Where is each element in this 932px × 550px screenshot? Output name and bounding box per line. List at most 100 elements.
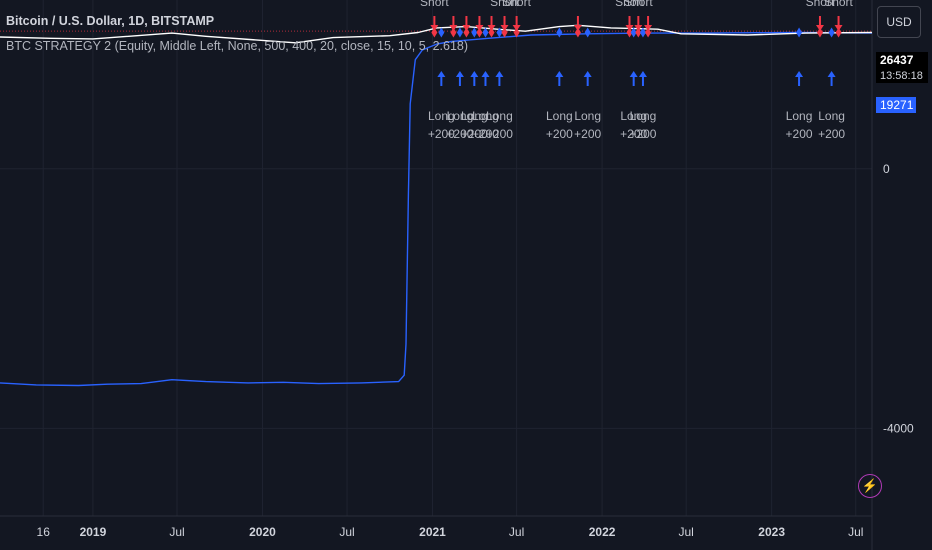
short-label: Short <box>502 0 531 9</box>
short-signal: Short <box>490 0 520 38</box>
x-tick-label: 2022 <box>589 525 616 539</box>
long-marker <box>482 27 489 38</box>
long-label: Long <box>447 109 474 123</box>
short-label: Short <box>615 0 644 9</box>
long-marker <box>496 27 503 38</box>
short-signal <box>449 16 458 38</box>
short-marker <box>488 27 495 38</box>
long-label: Long <box>486 109 513 123</box>
long-label: Long <box>428 109 455 123</box>
short-signal <box>573 16 582 38</box>
short-signal <box>462 16 471 38</box>
long-arrowhead <box>827 71 836 77</box>
x-tick-label: 2020 <box>249 525 276 539</box>
lightning-icon[interactable]: ⚡ <box>858 474 882 498</box>
long-signal: Long +200 <box>786 27 813 141</box>
long-arrowhead <box>795 71 804 77</box>
long-label: Long <box>818 109 845 123</box>
long-arrowhead <box>437 71 446 77</box>
x-tick-label: 16 <box>37 525 51 539</box>
short-marker <box>476 27 483 38</box>
short-signal: Short <box>615 0 644 38</box>
long-marker <box>438 27 445 38</box>
long-signal: Long +200 <box>446 27 474 141</box>
long-arrowhead <box>455 71 464 77</box>
x-tick-label: Jul <box>678 525 693 539</box>
long-marker <box>796 27 803 38</box>
long-arrowhead <box>481 71 490 77</box>
short-signal: Short <box>806 0 835 38</box>
long-label-value: +200 <box>574 127 601 141</box>
short-marker <box>816 27 823 38</box>
long-label: Long <box>620 109 647 123</box>
short-marker <box>450 27 457 38</box>
long-signal: Long +200 <box>629 27 657 141</box>
long-signal: Long +200 <box>461 27 488 141</box>
x-tick-label: Jul <box>339 525 354 539</box>
x-tick-label: 2019 <box>80 525 107 539</box>
short-label: Short <box>806 0 835 9</box>
x-tick-label: Jul <box>169 525 184 539</box>
currency-button[interactable]: USD <box>877 6 921 38</box>
short-label: Short <box>420 0 449 9</box>
long-signal: Long +200 <box>620 27 648 141</box>
short-marker <box>635 27 642 38</box>
long-marker <box>639 27 646 38</box>
long-label-value: +200 <box>472 127 499 141</box>
short-label: Short <box>824 0 853 9</box>
short-marker <box>501 27 508 38</box>
long-arrowhead <box>495 71 504 77</box>
short-label: Short <box>490 0 519 9</box>
long-label: Long <box>786 109 813 123</box>
long-label-value: +200 <box>428 127 455 141</box>
long-marker <box>630 27 637 38</box>
short-signal: Short <box>502 0 532 38</box>
long-label: Long <box>546 109 573 123</box>
long-label-value: +200 <box>620 127 647 141</box>
y-tick-label: 0 <box>883 162 890 176</box>
long-arrowhead <box>638 71 647 77</box>
x-tick-label: Jul <box>848 525 863 539</box>
long-label-value: +200 <box>461 127 488 141</box>
short-signal: Short <box>824 0 854 38</box>
long-label-value: +200 <box>486 127 513 141</box>
long-marker <box>471 27 478 38</box>
bar-countdown-tag: 13:58:18 <box>876 68 928 83</box>
long-signal: Long +200 <box>486 27 513 141</box>
long-arrowhead <box>555 71 564 77</box>
short-marker <box>835 27 842 38</box>
short-marker <box>431 27 438 38</box>
long-label: Long <box>461 109 488 123</box>
long-arrowhead <box>470 71 479 77</box>
long-label: Long <box>574 109 601 123</box>
long-marker <box>556 27 563 38</box>
x-tick-label: Jul <box>509 525 524 539</box>
y-tick-label: -4000 <box>883 421 914 435</box>
long-label-value: +200 <box>786 127 813 141</box>
long-label-value: +200 <box>818 127 845 141</box>
long-label-value: +200 <box>629 127 656 141</box>
long-arrowhead <box>629 71 638 77</box>
long-marker <box>828 27 835 38</box>
symbol-title[interactable]: Bitcoin / U.S. Dollar, 1D, BITSTAMP <box>6 14 215 28</box>
long-signal: Long +200 <box>428 27 455 141</box>
long-label-value: +200 <box>446 127 473 141</box>
long-signal: Long +200 <box>574 27 602 141</box>
long-label: Long <box>630 109 657 123</box>
short-label: Short <box>624 0 653 9</box>
short-marker <box>626 27 633 38</box>
short-marker <box>513 27 520 38</box>
long-signal: Long +200 <box>818 27 845 141</box>
short-signal <box>644 16 653 38</box>
last-price-tag: 26437 <box>876 52 928 68</box>
short-signal <box>475 16 484 38</box>
x-tick-label: 2021 <box>419 525 446 539</box>
short-signal: Short <box>624 0 653 38</box>
short-marker <box>463 27 470 38</box>
long-label: Long <box>472 109 499 123</box>
x-tick-label: 2023 <box>758 525 785 539</box>
strategy-legend[interactable]: BTC STRATEGY 2 (Equity, Middle Left, Non… <box>6 39 469 53</box>
long-label-value: +200 <box>546 127 573 141</box>
